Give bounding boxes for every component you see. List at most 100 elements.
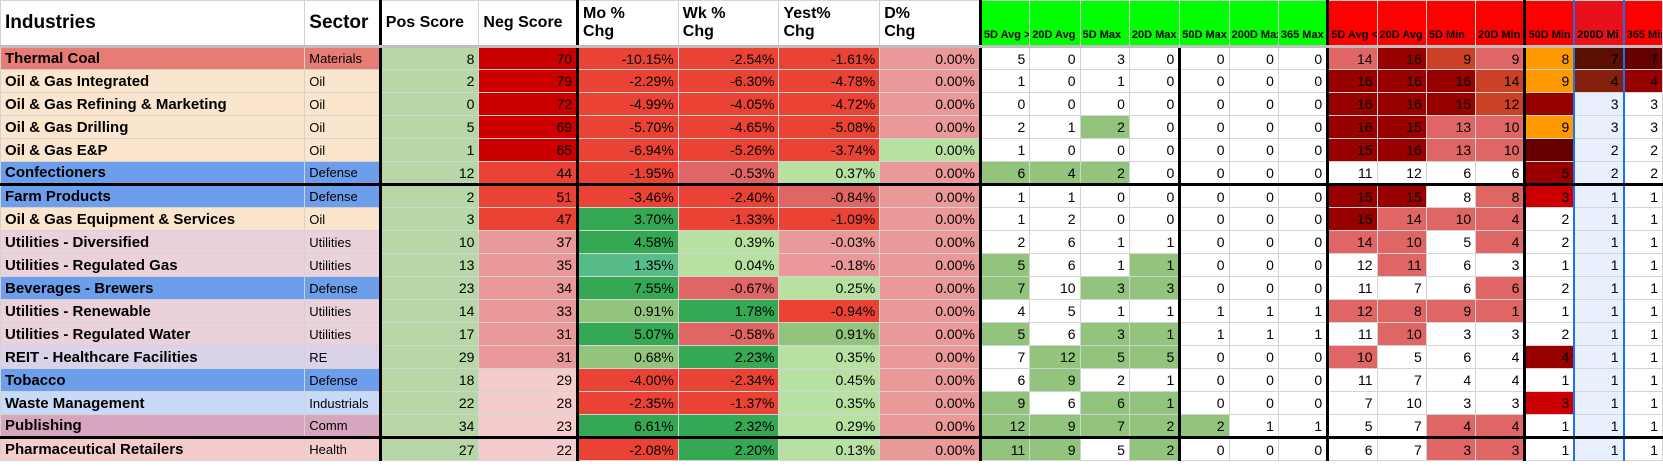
bull-count-cell[interactable]: 2 bbox=[1029, 207, 1081, 231]
bull-count-cell[interactable]: 9 bbox=[1029, 414, 1081, 438]
bull-count-cell[interactable]: 5 bbox=[979, 253, 1031, 277]
column-header[interactable]: 200D Max bbox=[1228, 0, 1279, 48]
bear-count-cell[interactable]: 1 bbox=[1573, 183, 1625, 208]
bull-count-cell[interactable]: 9 bbox=[1029, 368, 1081, 392]
pos-score-cell[interactable]: 12 bbox=[379, 161, 480, 185]
column-header[interactable]: 50D Min bbox=[1524, 0, 1575, 48]
bear-count-cell[interactable]: 6 bbox=[1425, 345, 1477, 369]
bull-count-cell[interactable]: 5 bbox=[1079, 345, 1130, 369]
mo-chg-cell[interactable]: -4.99% bbox=[577, 92, 679, 116]
bear-count-cell[interactable]: 12 bbox=[1327, 299, 1378, 323]
industry-cell[interactable]: Utilities - Regulated Water bbox=[0, 322, 306, 346]
bull-count-cell[interactable]: 0 bbox=[1228, 276, 1279, 300]
mo-chg-cell[interactable]: 1.35% bbox=[577, 253, 679, 277]
bull-count-cell[interactable]: 12 bbox=[1029, 345, 1081, 369]
d-chg-cell[interactable]: 0.00% bbox=[879, 391, 982, 415]
sector-cell[interactable]: Oil bbox=[304, 115, 382, 139]
bull-count-cell[interactable]: 0 bbox=[1179, 183, 1230, 208]
neg-score-cell[interactable]: 29 bbox=[478, 368, 580, 392]
bear-count-cell[interactable]: 1 bbox=[1573, 345, 1625, 369]
bull-count-cell[interactable]: 0 bbox=[1179, 368, 1230, 392]
mo-chg-cell[interactable]: -5.70% bbox=[577, 115, 679, 139]
bear-count-cell[interactable]: 1 bbox=[1623, 322, 1663, 346]
bear-count-cell[interactable]: 8 bbox=[1425, 183, 1477, 208]
bear-count-cell[interactable]: 11 bbox=[1327, 276, 1378, 300]
neg-score-cell[interactable]: 72 bbox=[478, 92, 580, 116]
bull-count-cell[interactable]: 3 bbox=[1079, 322, 1130, 346]
bull-count-cell[interactable]: 1 bbox=[1128, 368, 1182, 392]
sector-cell[interactable]: Utilities bbox=[304, 322, 382, 346]
bull-count-cell[interactable]: 1 bbox=[1128, 322, 1182, 346]
mo-chg-cell[interactable]: -4.00% bbox=[577, 368, 679, 392]
bull-count-cell[interactable]: 0 bbox=[1029, 46, 1081, 70]
wk-chg-cell[interactable]: -0.67% bbox=[677, 276, 780, 300]
bull-count-cell[interactable]: 1 bbox=[1079, 299, 1130, 323]
bull-count-cell[interactable]: 2 bbox=[1079, 161, 1130, 185]
bear-count-cell[interactable]: 3 bbox=[1573, 92, 1625, 116]
sector-cell[interactable]: Defense bbox=[304, 276, 382, 300]
bear-count-cell[interactable]: 3 bbox=[1524, 183, 1575, 208]
industry-cell[interactable]: Farm Products bbox=[0, 183, 306, 208]
bear-count-cell[interactable] bbox=[1524, 92, 1575, 116]
bear-count-cell[interactable]: 1 bbox=[1573, 230, 1625, 254]
column-header[interactable]: Neg Score bbox=[478, 0, 580, 48]
bear-count-cell[interactable]: 3 bbox=[1475, 391, 1527, 415]
bull-count-cell[interactable]: 10 bbox=[1029, 276, 1081, 300]
mo-chg-cell[interactable]: 0.68% bbox=[577, 345, 679, 369]
wk-chg-cell[interactable]: -6.30% bbox=[677, 69, 780, 93]
bull-count-cell[interactable]: 0 bbox=[1277, 92, 1330, 116]
bear-count-cell[interactable]: 16 bbox=[1376, 69, 1427, 93]
bear-count-cell[interactable]: 3 bbox=[1524, 391, 1575, 415]
bear-count-cell[interactable]: 10 bbox=[1376, 391, 1427, 415]
pos-score-cell[interactable]: 17 bbox=[379, 322, 480, 346]
wk-chg-cell[interactable]: 0.39% bbox=[677, 230, 780, 254]
column-header[interactable]: 5D Min bbox=[1425, 0, 1477, 48]
wk-chg-cell[interactable]: 2.32% bbox=[677, 414, 780, 438]
bull-count-cell[interactable]: 0 bbox=[1128, 138, 1182, 162]
bear-count-cell[interactable]: 3 bbox=[1623, 115, 1663, 139]
bull-count-cell[interactable]: 9 bbox=[979, 391, 1031, 415]
wk-chg-cell[interactable]: 2.23% bbox=[677, 345, 780, 369]
pos-score-cell[interactable]: 10 bbox=[379, 230, 480, 254]
bear-count-cell[interactable]: 13 bbox=[1425, 138, 1477, 162]
bear-count-cell[interactable]: 1 bbox=[1623, 183, 1663, 208]
column-header[interactable]: Mo % Chg bbox=[577, 0, 679, 48]
neg-score-cell[interactable]: 31 bbox=[478, 345, 580, 369]
bull-count-cell[interactable]: 6 bbox=[1079, 391, 1130, 415]
bear-count-cell[interactable]: 1 bbox=[1524, 436, 1575, 461]
bear-count-cell[interactable]: 1 bbox=[1524, 414, 1575, 438]
sector-cell[interactable]: Health bbox=[304, 436, 382, 461]
column-header[interactable]: Sector bbox=[304, 0, 382, 48]
bull-count-cell[interactable]: 0 bbox=[1228, 69, 1279, 93]
bear-count-cell[interactable]: 7 bbox=[1327, 391, 1378, 415]
neg-score-cell[interactable]: 47 bbox=[478, 207, 580, 231]
bull-count-cell[interactable]: 6 bbox=[1029, 391, 1081, 415]
mo-chg-cell[interactable]: -3.46% bbox=[577, 183, 679, 208]
bear-count-cell[interactable]: 3 bbox=[1623, 92, 1663, 116]
bull-count-cell[interactable]: 0 bbox=[1228, 345, 1279, 369]
bear-count-cell[interactable]: 7 bbox=[1376, 368, 1427, 392]
bull-count-cell[interactable]: 1 bbox=[1079, 230, 1130, 254]
bull-count-cell[interactable]: 1 bbox=[979, 183, 1031, 208]
bear-count-cell[interactable]: 8 bbox=[1524, 46, 1575, 70]
wk-chg-cell[interactable]: -4.65% bbox=[677, 115, 780, 139]
bull-count-cell[interactable]: 2 bbox=[979, 115, 1031, 139]
yest-chg-cell[interactable]: -4.72% bbox=[778, 92, 881, 116]
bear-count-cell[interactable]: 7 bbox=[1623, 46, 1663, 70]
pos-score-cell[interactable]: 23 bbox=[379, 276, 480, 300]
d-chg-cell[interactable]: 0.00% bbox=[879, 46, 982, 70]
bear-count-cell[interactable]: 11 bbox=[1327, 161, 1378, 185]
bull-count-cell[interactable]: 1 bbox=[1128, 253, 1182, 277]
mo-chg-cell[interactable]: -6.94% bbox=[577, 138, 679, 162]
mo-chg-cell[interactable]: 4.58% bbox=[577, 230, 679, 254]
wk-chg-cell[interactable]: 2.20% bbox=[677, 436, 780, 461]
bull-count-cell[interactable]: 0 bbox=[1277, 207, 1330, 231]
bull-count-cell[interactable]: 1 bbox=[1128, 391, 1182, 415]
bull-count-cell[interactable]: 0 bbox=[1179, 345, 1230, 369]
industry-cell[interactable]: Tobacco bbox=[0, 368, 306, 392]
bear-count-cell[interactable]: 1 bbox=[1623, 414, 1663, 438]
bear-count-cell[interactable]: 5 bbox=[1327, 414, 1378, 438]
bull-count-cell[interactable]: 2 bbox=[979, 230, 1031, 254]
bear-count-cell[interactable]: 7 bbox=[1376, 276, 1427, 300]
bull-count-cell[interactable]: 0 bbox=[1179, 46, 1230, 70]
